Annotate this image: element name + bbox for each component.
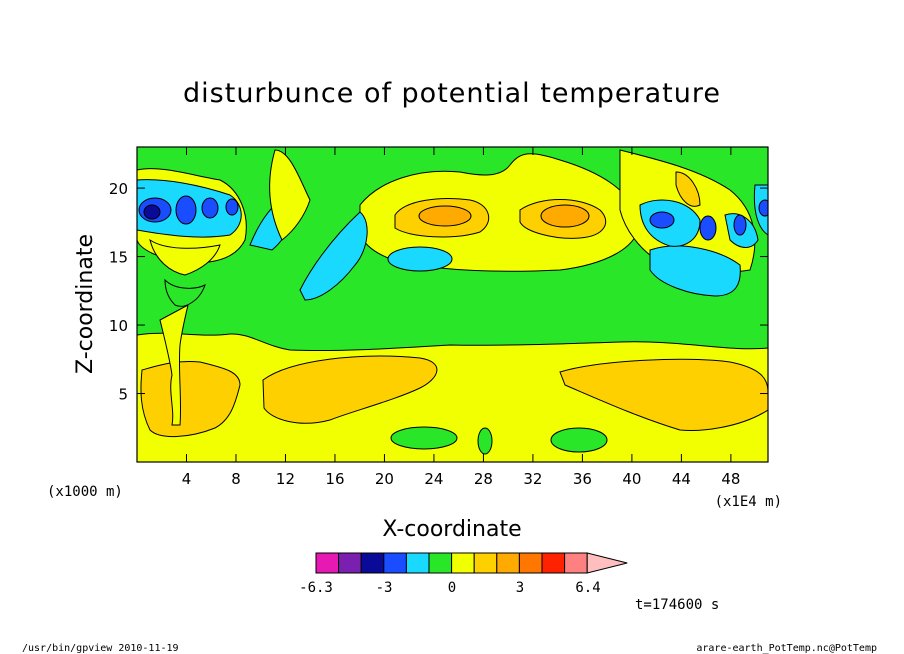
right-wave-train	[619, 149, 768, 297]
colorbar-swatch	[315, 552, 340, 574]
x-tick-label: 20	[375, 470, 394, 488]
colorbar-label: -6.3	[299, 580, 333, 596]
plot-frame	[136, 146, 769, 463]
x-tick-label: 24	[424, 470, 443, 488]
x-tick-label: 16	[325, 470, 344, 488]
x-tick-label: 40	[622, 470, 641, 488]
left-wave-train	[137, 168, 247, 307]
colorbar-swatch	[428, 552, 453, 574]
x-axis-label: X-coordinate	[382, 517, 521, 542]
x-tick-label: 28	[474, 470, 493, 488]
colorbar-swatch	[383, 552, 407, 574]
y-axis: 5 10 15 20	[109, 180, 768, 404]
x-tick-label: 4	[182, 470, 192, 488]
colorbar-labels: -6.3 -3 0 3 6.4	[299, 580, 601, 596]
left-low-warm-column	[140, 361, 241, 438]
footer-left: /usr/bin/gpview 2010-11-19	[22, 643, 179, 654]
x-tick-label: 12	[276, 470, 295, 488]
near-surface-cool-center	[477, 427, 493, 455]
upper-cool-pocket	[387, 246, 453, 272]
colorbar-label: 6.4	[575, 580, 600, 596]
left-warm-pool	[262, 355, 438, 424]
right-warm-pool	[559, 358, 768, 431]
colorbar-swatch	[360, 552, 385, 574]
colorbar-swatch	[473, 552, 498, 574]
time-label: t=174600 s	[635, 597, 719, 613]
y-tick-label: 10	[109, 317, 128, 335]
colorbar-swatch	[451, 552, 475, 574]
upper-warm-left-arc	[269, 149, 311, 241]
x-tick-label: 44	[672, 470, 691, 488]
colorbar-arrow	[586, 552, 628, 574]
x-tick-label: 32	[523, 470, 542, 488]
colorbar-label: 3	[516, 580, 524, 596]
chart-title: disturbunce of potential temperature	[183, 78, 721, 109]
left-vertical-stripes	[159, 304, 189, 426]
upper-warm-anomaly-right	[540, 204, 590, 228]
y-tick-label: 5	[118, 386, 128, 404]
colorbar-label: 0	[448, 580, 456, 596]
x-axis: 4 8 12 16 20 24 28 32 36 40 44 48	[182, 147, 740, 488]
colorbar-swatch	[405, 552, 430, 574]
contour-field	[137, 147, 768, 462]
x-tick-label: 48	[721, 470, 740, 488]
y-tick-label: 15	[109, 249, 128, 267]
colorbar-swatch	[496, 552, 520, 574]
x-unit-right: (x1E4 m)	[715, 494, 782, 510]
x-tick-label: 36	[573, 470, 592, 488]
near-surface-cool-right	[550, 427, 608, 453]
upper-warm-anomaly-left	[418, 205, 472, 227]
x-unit-left: (x1000 m)	[47, 484, 123, 500]
y-tick-label: 20	[109, 180, 128, 198]
colorbar-swatch	[338, 552, 362, 574]
upper-cool-left	[299, 211, 368, 301]
colorbar-swatch	[541, 552, 566, 574]
near-surface-cool-left	[390, 426, 458, 450]
colorbar-swatch	[518, 552, 543, 574]
footer-right: arare-earth_PotTemp.nc@PotTemp	[696, 643, 877, 654]
y-axis-label: Z-coordinate	[73, 234, 98, 374]
x-tick-label: 8	[231, 470, 241, 488]
colorbar-label: -3	[376, 580, 393, 596]
colorbar-swatch	[564, 552, 588, 574]
colorbar	[315, 552, 628, 574]
